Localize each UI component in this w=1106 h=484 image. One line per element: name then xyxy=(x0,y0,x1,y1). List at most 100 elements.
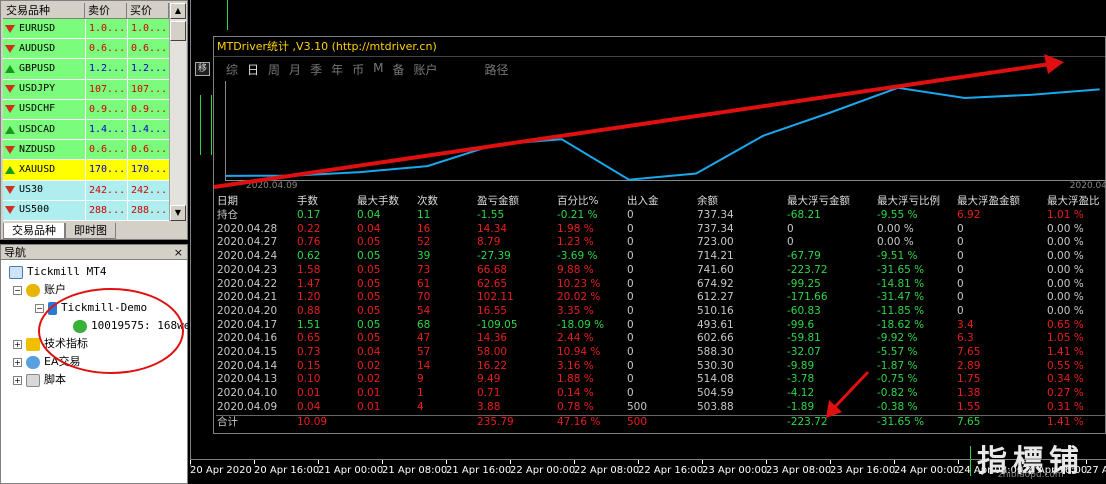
stats-cell: 1.58 xyxy=(297,263,321,276)
column-header: 最大浮亏比例 xyxy=(877,195,940,207)
symbol-cell[interactable]: GBPUSD xyxy=(3,59,85,78)
column-symbol[interactable]: 交易品种 xyxy=(3,3,85,19)
stats-cell: 2020.04.09 xyxy=(217,400,278,413)
axis-tick xyxy=(254,460,255,464)
experts-icon xyxy=(26,355,40,369)
tab-symbols[interactable]: 交易品种 xyxy=(3,223,65,239)
path-tab[interactable]: 路径 xyxy=(484,63,509,77)
stats-row[interactable]: 2020.04.24 0.62 0.05 39 -27.39 -3.69 % 0 714.21… xyxy=(216,250,1106,264)
collapse-icon[interactable]: − xyxy=(13,285,22,295)
move-button[interactable]: 移 xyxy=(195,62,210,76)
period-tab[interactable]: 季 xyxy=(310,63,323,77)
expand-icon[interactable]: + xyxy=(13,375,22,385)
ask-cell: 170... xyxy=(127,160,169,180)
tab-tick-chart[interactable]: 即时图 xyxy=(65,223,116,239)
stats-cell: 73 xyxy=(417,263,431,276)
stats-row[interactable]: 2020.04.09 0.04 0.01 4 3.88 0.78 % 500 503.88 -1… xyxy=(216,401,1106,415)
stats-row[interactable]: 2020.04.21 1.20 0.05 70 102.11 20.02 % 0 612.27… xyxy=(216,291,1106,305)
market-watch-row[interactable]: USDCHF 0.9... 0.9... xyxy=(3,99,169,120)
period-tab[interactable]: 周 xyxy=(268,63,281,77)
stats-cell: 500 xyxy=(627,400,648,413)
stats-row[interactable]: 2020.04.20 0.88 0.05 54 16.55 3.35 % 0 510.16 -6… xyxy=(216,305,1106,319)
period-tab[interactable]: 账户 xyxy=(413,63,438,77)
period-tab[interactable]: 币 xyxy=(352,63,365,77)
axis-tick xyxy=(830,460,831,464)
stats-cell: 16.22 xyxy=(477,359,508,372)
stats-cell: 0 xyxy=(957,250,964,263)
tree-indicators[interactable]: + 技术指标 xyxy=(13,337,88,351)
symbol-cell[interactable]: USDCHF xyxy=(3,100,85,119)
stats-cell: 16 xyxy=(417,222,431,235)
symbol-cell[interactable]: USDCAD xyxy=(3,120,85,139)
stats-row[interactable]: 2020.04.14 0.15 0.02 14 16.22 3.16 % 0 530.30 -9… xyxy=(216,360,1106,374)
ask-cell: 288... xyxy=(127,200,169,220)
period-tab[interactable]: 备 xyxy=(392,63,405,77)
market-watch-row[interactable]: NZDUSD 0.6... 0.6... xyxy=(3,140,169,161)
close-icon[interactable]: × xyxy=(173,246,183,259)
symbol-cell[interactable]: USDJPY xyxy=(3,80,85,99)
tree-root[interactable]: Tickmill MT4 xyxy=(9,265,106,279)
total-cell: -31.65 % xyxy=(876,414,956,432)
symbol-cell[interactable]: US30 xyxy=(3,181,85,200)
column-bid[interactable]: 卖价 xyxy=(85,3,127,19)
stats-row[interactable]: 持仓 0.17 0.04 11 -1.55 -0.21 % 0 737.34 -68.21 -9.… xyxy=(216,209,1106,223)
symbol-cell[interactable]: NZDUSD xyxy=(3,140,85,159)
market-watch-row[interactable]: US500 288... 288... xyxy=(3,200,169,221)
tree-server[interactable]: − Tickmill-Demo xyxy=(35,301,147,315)
stats-cell: -1.87 % xyxy=(877,359,918,372)
scroll-down-button[interactable]: ▼ xyxy=(170,205,186,221)
stats-row[interactable]: 2020.04.23 1.58 0.05 73 66.68 9.88 % 0 741.60 -2… xyxy=(216,264,1106,278)
scroll-up-button[interactable]: ▲ xyxy=(170,3,186,19)
stats-row[interactable]: 2020.04.15 0.73 0.04 57 58.00 10.94 % 0 588.30 -… xyxy=(216,346,1106,360)
market-watch-row[interactable]: US30 242... 242... xyxy=(3,180,169,201)
stats-row[interactable]: 2020.04.16 0.65 0.05 47 14.36 2.44 % 0 602.66 -5… xyxy=(216,332,1106,346)
tree-scripts[interactable]: + 脚本 xyxy=(13,373,66,387)
stats-row[interactable]: 2020.04.22 1.47 0.05 61 62.65 10.23 % 0 674.92 -… xyxy=(216,278,1106,292)
stats-row[interactable]: 2020.04.10 0.01 0.01 1 0.71 0.14 % 0 504.59 -4.1… xyxy=(216,387,1106,401)
market-watch-scrollbar[interactable]: ▲ ▼ xyxy=(169,3,186,221)
market-watch-row[interactable]: USDCAD 1.4... 1.4... xyxy=(3,119,169,141)
tree-account[interactable]: 10019575: 168we xyxy=(73,319,190,333)
collapse-icon[interactable]: − xyxy=(35,303,44,313)
expand-icon[interactable]: + xyxy=(13,357,22,367)
market-watch-row[interactable]: USDJPY 107... 107... xyxy=(3,79,169,100)
market-watch-row[interactable]: GBPUSD 1.2... 1.2... xyxy=(3,59,169,80)
arrow-up-icon xyxy=(5,125,15,134)
symbol-name: USDCAD xyxy=(19,123,56,135)
stats-cell: 3.4 xyxy=(957,318,974,331)
equity-point xyxy=(695,172,697,175)
market-watch-row[interactable]: EURUSD 1.0... 1.0... xyxy=(3,19,169,40)
stats-cell: 47 xyxy=(417,332,431,345)
stats-cell: 0.00 % xyxy=(877,222,914,235)
axis-tick xyxy=(1086,460,1087,464)
stats-cell: 0 xyxy=(957,304,964,317)
expand-icon[interactable]: + xyxy=(13,339,22,349)
server-icon xyxy=(48,301,57,315)
symbol-cell[interactable]: AUDUSD xyxy=(3,39,85,58)
mtdriver-window[interactable]: MTDriver统计 ,V3.10 (http://mtdriver.cn) 移… xyxy=(195,36,1106,434)
market-watch-row[interactable]: XAUUSD 170... 170... xyxy=(3,160,169,181)
symbol-cell[interactable]: US500 xyxy=(3,201,85,220)
period-tab[interactable]: M xyxy=(373,61,384,75)
symbol-cell[interactable]: XAUUSD xyxy=(3,160,85,179)
stats-cell: 0.78 % xyxy=(557,400,594,413)
scroll-thumb[interactable] xyxy=(170,21,186,41)
period-tab[interactable]: 日 xyxy=(247,63,260,77)
scripts-icon xyxy=(26,373,40,387)
stats-row[interactable]: 2020.04.17 1.51 0.05 68 -109.05 -18.09 % 0 493.… xyxy=(216,319,1106,333)
market-watch-row[interactable]: AUDUSD 0.6... 0.6... xyxy=(3,39,169,60)
column-ask[interactable]: 买价 xyxy=(127,3,169,19)
stats-cell: 1.88 % xyxy=(557,373,594,386)
tree-accounts[interactable]: − 账户 xyxy=(13,283,66,297)
axis-label: 22 Apr 00:00 xyxy=(510,465,576,476)
stats-cell: 674.92 xyxy=(697,277,734,290)
period-tab[interactable]: 月 xyxy=(289,63,302,77)
stats-row[interactable]: 2020.04.13 0.10 0.02 9 9.49 1.88 % 0 514.08 -3.7… xyxy=(216,373,1106,387)
total-row: 合计 10.09 235.79 47.16 % 500 -223.72 -31.65 % 7.… xyxy=(216,414,1106,432)
stats-row[interactable]: 2020.04.27 0.76 0.05 52 8.79 1.23 % 0 723.00 0 0.… xyxy=(216,236,1106,250)
symbol-cell[interactable]: EURUSD xyxy=(3,19,85,38)
period-tab[interactable]: 年 xyxy=(331,63,344,77)
period-tab[interactable]: 综 xyxy=(226,63,239,77)
stats-row[interactable]: 2020.04.28 0.22 0.04 16 14.34 1.98 % 0 737.34 0 0… xyxy=(216,223,1106,237)
